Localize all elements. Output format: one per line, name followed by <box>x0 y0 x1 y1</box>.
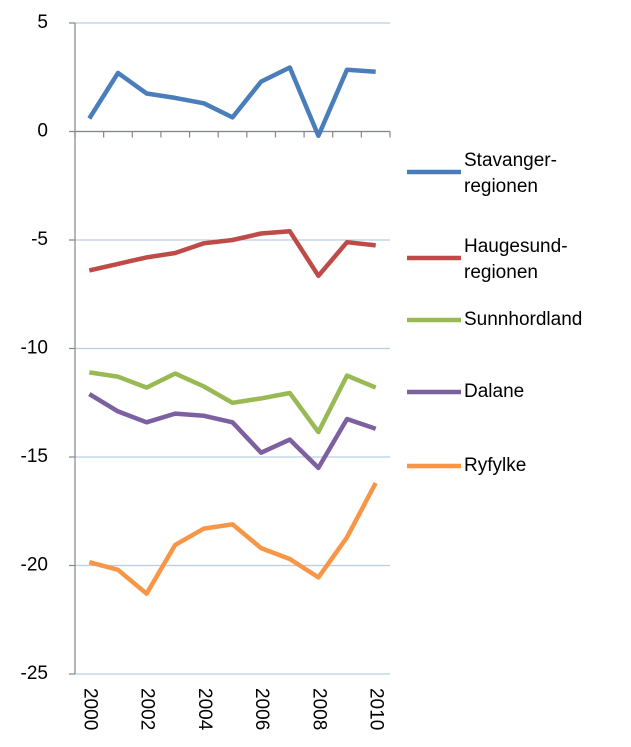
series-line <box>88 370 377 435</box>
y-tick-label: -25 <box>21 663 48 684</box>
y-tick-label: -5 <box>31 229 48 250</box>
x-tick-label: 2008 <box>308 688 329 730</box>
x-tick-label: 2006 <box>251 688 272 730</box>
series-line <box>88 392 377 471</box>
series-line <box>87 65 376 139</box>
x-tick-label: 2000 <box>79 688 100 730</box>
legend-label: Ryfylke <box>464 455 526 476</box>
y-tick-label: -20 <box>21 555 48 576</box>
x-tick-label: 2010 <box>366 688 387 730</box>
legend-item: Sunnhordland <box>407 309 582 330</box>
series-line <box>88 229 376 279</box>
legend-label: Sunnhordland <box>464 309 582 330</box>
legend-item: Dalane <box>407 381 524 402</box>
legend-label: Haugesund-regionen <box>464 236 568 283</box>
series-line <box>88 481 378 596</box>
legend-item: Ryfylke <box>407 455 526 476</box>
x-tick-label: 2002 <box>137 688 158 730</box>
legend-item: Stavanger-regionen <box>407 150 557 197</box>
legend-item: Haugesund-regionen <box>407 236 568 283</box>
y-tick-label: -10 <box>21 338 48 359</box>
legend-label: Stavanger-regionen <box>464 150 557 197</box>
legend-label: Dalane <box>464 381 524 402</box>
y-tick-label: 0 <box>37 121 48 142</box>
y-tick-label: 5 <box>37 12 48 33</box>
x-tick-label: 2004 <box>194 688 215 731</box>
y-tick-label: -15 <box>21 446 48 467</box>
